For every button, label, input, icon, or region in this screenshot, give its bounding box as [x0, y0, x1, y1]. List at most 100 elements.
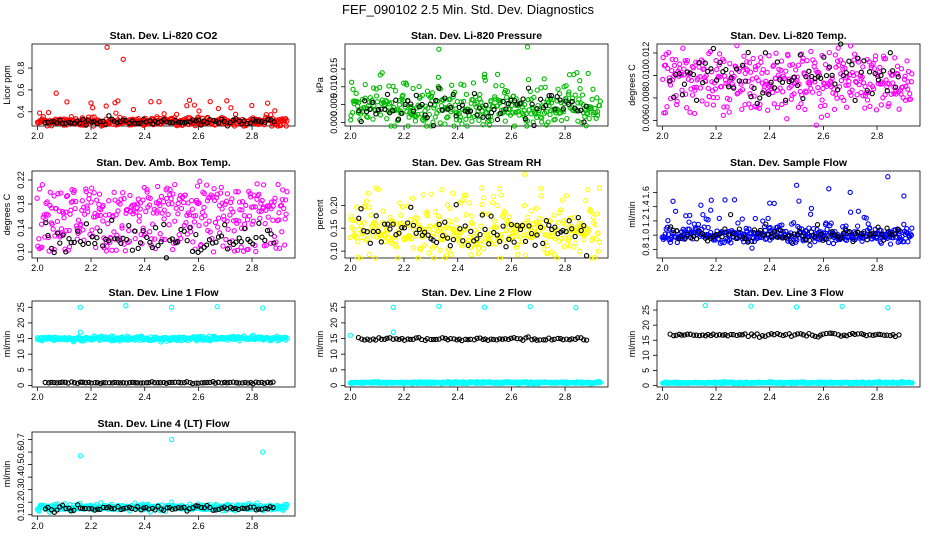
data-point [839, 303, 845, 310]
data-point [867, 103, 873, 110]
data-point [77, 379, 84, 385]
data-point [55, 190, 61, 197]
data-point [123, 117, 129, 124]
y-tick-label: 25 [329, 302, 339, 312]
data-point [155, 380, 161, 386]
data-point [92, 507, 98, 513]
data-point [469, 118, 475, 124]
data-point [713, 57, 719, 64]
data-point [563, 192, 570, 199]
data-point [77, 304, 83, 310]
data-point [36, 186, 43, 192]
data-point [777, 227, 784, 234]
data-point [432, 209, 438, 215]
data-point [358, 118, 364, 125]
data-point [476, 117, 482, 123]
data-point [370, 116, 376, 122]
data-point [586, 227, 592, 233]
data-point [38, 221, 45, 227]
data-point [792, 332, 798, 338]
data-point [450, 190, 456, 197]
data-point [113, 110, 119, 116]
data-point [218, 184, 224, 191]
data-point [259, 379, 265, 386]
data-point [112, 379, 118, 386]
data-point [180, 199, 187, 206]
data-point [148, 99, 154, 105]
data-point [573, 304, 579, 311]
data-point [679, 87, 685, 93]
data-point [586, 115, 592, 122]
data-point [763, 78, 769, 84]
y-tick-label: 1.4 [641, 200, 651, 213]
data-point [797, 228, 803, 235]
data-point [827, 330, 833, 336]
data-point [671, 62, 678, 69]
data-point [524, 123, 530, 129]
data-point [283, 504, 289, 511]
data-point [838, 333, 844, 339]
data-point [881, 237, 887, 243]
data-point [822, 61, 829, 68]
data-point [121, 196, 127, 202]
data-point [590, 214, 596, 221]
data-point [832, 52, 838, 58]
data-point [413, 92, 419, 99]
data-point [748, 229, 754, 236]
data-point [799, 58, 805, 64]
data-point [149, 244, 156, 251]
data-point [436, 46, 442, 52]
data-point [224, 191, 231, 197]
data-point [512, 97, 518, 104]
x-tick-label: 2.4 [138, 521, 151, 531]
data-point [436, 221, 442, 228]
data-point [739, 87, 746, 93]
data-point [820, 331, 826, 337]
series-reference [42, 379, 276, 387]
data-point [797, 52, 803, 58]
series-primary [34, 178, 290, 255]
x-tick-label: 2.2 [398, 263, 411, 273]
data-point [581, 337, 587, 343]
data-point [34, 195, 40, 201]
data-point [892, 84, 899, 90]
data-point [71, 239, 77, 246]
data-point [794, 331, 801, 337]
data-point [203, 221, 209, 227]
data-point [143, 208, 149, 215]
panel-title: Stan. Dev. Line 3 Flow [733, 287, 844, 299]
data-point [525, 85, 532, 91]
data-point [665, 49, 672, 56]
data-point [497, 98, 503, 104]
data-point [66, 227, 72, 234]
data-point [155, 503, 161, 509]
data-point [670, 198, 676, 204]
y-tick-label: 0.10 [329, 242, 339, 260]
figure-title: FEF_090102 2.5 Min. Std. Dev. Diagnostic… [342, 2, 594, 17]
y-tick-label: 15 [641, 335, 651, 345]
data-point [778, 67, 784, 74]
data-point [433, 239, 440, 246]
data-point [721, 104, 727, 110]
data-point [256, 208, 262, 214]
data-point [267, 240, 274, 246]
data-point [253, 118, 259, 124]
data-point [100, 504, 106, 511]
data-point [523, 111, 529, 117]
data-point [224, 218, 230, 224]
data-point [529, 337, 535, 343]
data-point [489, 117, 495, 124]
data-point [768, 331, 775, 337]
data-point [660, 54, 666, 61]
data-point [219, 206, 225, 212]
data-point [58, 226, 65, 232]
data-point [115, 379, 121, 386]
data-point [95, 506, 101, 512]
data-point [140, 505, 147, 511]
series-reference [356, 202, 590, 259]
data-point [790, 220, 797, 226]
data-point [64, 99, 70, 105]
data-point [519, 222, 526, 229]
data-point [427, 223, 433, 229]
y-tick-label: 0 [641, 383, 651, 388]
